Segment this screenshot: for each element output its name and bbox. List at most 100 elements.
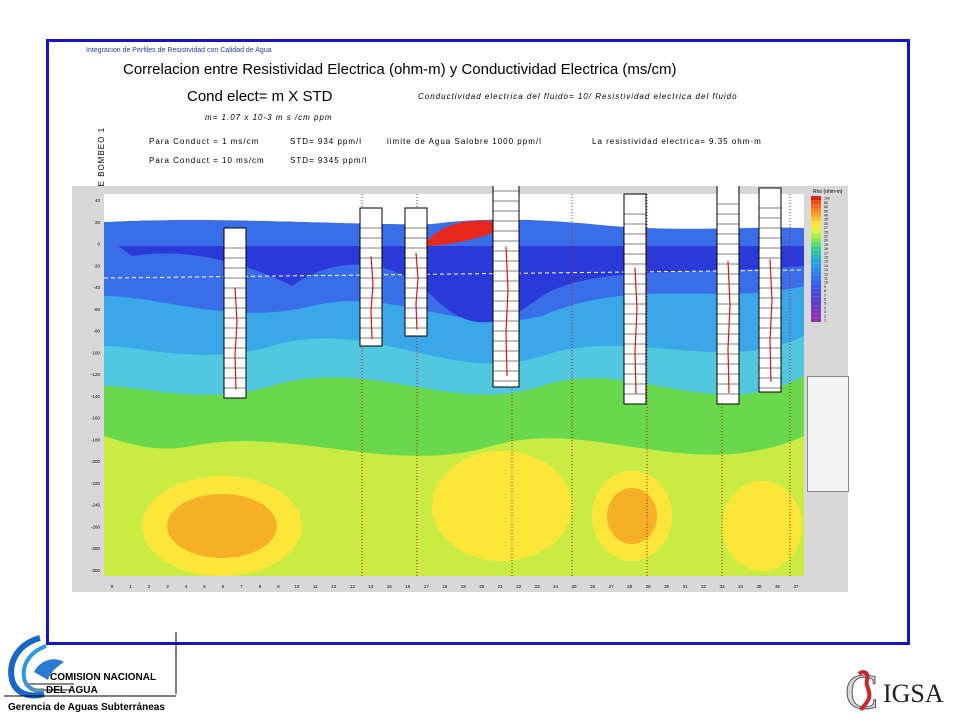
x-tick-label: 13 [350,584,356,589]
x-tick-label: 1 [129,584,132,589]
x-tick-label: 30 [664,584,670,589]
conagua-line1: COMISION NACIONAL [50,672,157,683]
legend-value: 5 [824,302,826,306]
y-tick-label: 40 [95,198,101,203]
legend-value: 25 [824,230,828,234]
x-tick-label: 16 [405,584,411,589]
page-title: Correlacion entre Resistividad Electrica… [123,61,677,78]
x-tick-label: 14 [368,584,374,589]
legend-swatch [811,259,821,264]
y-axis-ticks: 40 20 0 -20 -40 -60 -80 -100 -120 -140 -160 -180 -20… [91,198,101,573]
legend-swatch [811,254,821,259]
x-tick-label: 0 [111,584,114,589]
x-tick-label: 32 [701,584,707,589]
well-log-0-curve [234,287,238,390]
x-tick-label: 18 [442,584,448,589]
x-tick-label: 27 [609,584,615,589]
y-tick-label: -60 [93,307,100,312]
x-tick-label: 11 [313,584,318,589]
water-table [103,269,805,279]
legend-value: 17 [824,251,828,255]
band-yellow-2 [432,451,572,561]
x-tick-label: 20 [479,584,485,589]
x-tick-label: 26 [590,584,596,589]
m-value: m= 1.07 x 10-3 m s /cm ppm [205,113,333,122]
legend-swatch [811,275,821,280]
legend-value: 14 [824,264,828,268]
x-tick-label: 34 [738,584,744,589]
igsa-text: IGSA [883,679,944,708]
legend-swatch [811,280,821,285]
well-log-4-curve [634,267,638,394]
x-tick-label: 10 [294,584,300,589]
legend-swatch [811,196,821,201]
symbol-legend-box [807,376,849,492]
y-tick-label: -280 [91,546,101,551]
y-tick-label: -20 [93,263,100,268]
gerencia-text: Gerencia de Aguas Subterráneas [8,702,165,713]
legend-swatch [811,200,821,205]
y-tick-label: -100 [91,350,101,355]
x-tick-label: 37 [793,584,799,589]
x-tick-label: 12 [331,584,337,589]
row1-conduct: Para Conduct = 1 ms/cm [149,137,260,146]
x-tick-label: 25 [572,584,578,589]
x-tick-label: 23 [535,584,541,589]
y-tick-label: 0 [97,242,100,247]
y-tick-label: -120 [91,372,101,377]
fluid-relation: Conductividad electrica del fluido= 10/ … [418,92,738,101]
row2-conduct: Para Conduct = 10 ms/cm [149,156,265,165]
resistivity-contours [103,194,805,576]
x-tick-label: 28 [627,584,633,589]
legend-swatch [811,225,821,230]
legend-value: 3 [824,310,826,314]
x-tick-label: 19 [461,584,467,589]
x-tick-label: 35 [757,584,763,589]
legend-swatch [811,233,821,238]
row2-std: STD= 9345 ppm/l [290,156,368,165]
well-log-3-curve [505,246,509,377]
x-tick-label: 21 [498,584,504,589]
igsa-logo: C IGSA [845,663,944,717]
legend-swatch [811,317,821,322]
x-tick-label: 3 [166,584,169,589]
legend-value: 80 [824,201,828,205]
legend-value: 22 [824,235,828,239]
legend-value: 10 [824,281,828,285]
x-tick-label: 6 [222,584,225,589]
legend-value: 27 [824,226,828,230]
conagua-line2: DEL AGUA [46,685,98,696]
band-orange-1 [167,494,277,558]
legend-swatch [811,301,821,306]
y-tick-label: 20 [95,220,101,225]
row1-std: STD= 934 ppm/l [290,137,363,146]
well-log-4 [623,193,647,405]
well-logs [223,186,782,405]
well-log-6 [758,187,782,393]
legend-value: 19 [824,243,828,247]
well-log-1 [359,207,383,347]
x-tick-label: 29 [646,584,652,589]
band-orange-3 [607,488,657,544]
legend-swatch [811,221,821,226]
x-tick-label: 8 [259,584,262,589]
legend-value: 18 [824,247,828,251]
legend-swatch [811,212,821,217]
legend-swatch [811,263,821,268]
x-tick-label: 31 [683,584,689,589]
band-red [422,220,512,246]
well-log-5-curve [727,260,731,394]
well-log-2-curve [415,252,419,330]
row1-limit: limite de Agua Salobre 1000 ppm/l [387,137,542,146]
y-tick-label: -300 [91,568,101,573]
legend-value: 16 [824,256,828,260]
legend-value: 2 [824,314,826,318]
legend-value: 6 [824,298,826,302]
x-tick-label: 15 [387,584,393,589]
y-tick-label: -200 [91,459,101,464]
x-tick-label: 24 [553,584,559,589]
x-tick-label: 5 [203,584,206,589]
legend-value: 40 [824,214,828,218]
legend-value: 1 [824,319,826,323]
y-tick-label: -220 [91,481,101,486]
